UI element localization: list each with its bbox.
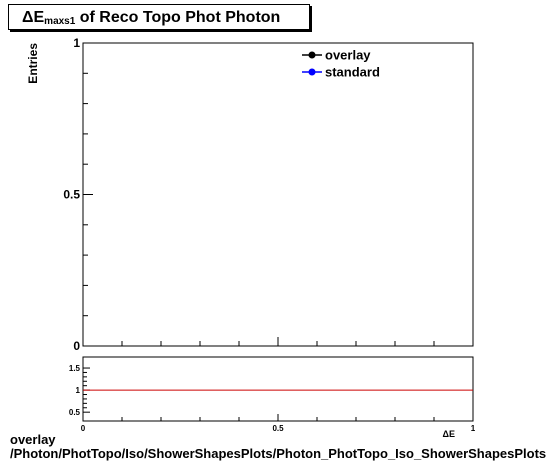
title-prefix: ΔE: [22, 9, 45, 26]
ratio-x-axis-label: ΔE: [443, 429, 455, 439]
title-suffix: of Reco Topo Phot Photon: [75, 9, 281, 26]
main-frame: [82, 42, 474, 347]
main-y-axis-label: Entries: [26, 43, 40, 84]
main-y-tick-label: 0.5: [63, 188, 80, 202]
ratio-x-tick-label: 0.5: [272, 424, 284, 433]
legend-marker-dot: [308, 68, 316, 76]
footer-label: overlay: [10, 432, 56, 447]
legend-label: overlay: [325, 48, 371, 63]
legend-marker-dot: [308, 51, 316, 59]
main-y-tick-label: 1: [73, 36, 80, 50]
ratio-y-tick-label: 0.5: [69, 408, 81, 417]
footer-path: /Photon/PhotTopo/Iso/ShowerShapesPlots/P…: [10, 446, 546, 461]
ratio-x-tick-label: 1: [471, 424, 476, 433]
ratio-y-tick-label: 1: [76, 386, 81, 395]
ratio-x-tick-label: 0: [81, 424, 86, 433]
legend-label: standard: [325, 65, 380, 80]
ratio-frame: [82, 356, 474, 422]
chart-title: ΔEmaxs1 of Reco Topo Phot Photon: [8, 4, 310, 30]
main-y-tick-label: 0: [73, 339, 80, 353]
ratio-y-tick-label: 1.5: [69, 364, 81, 373]
title-subscript: maxs1: [44, 16, 76, 27]
